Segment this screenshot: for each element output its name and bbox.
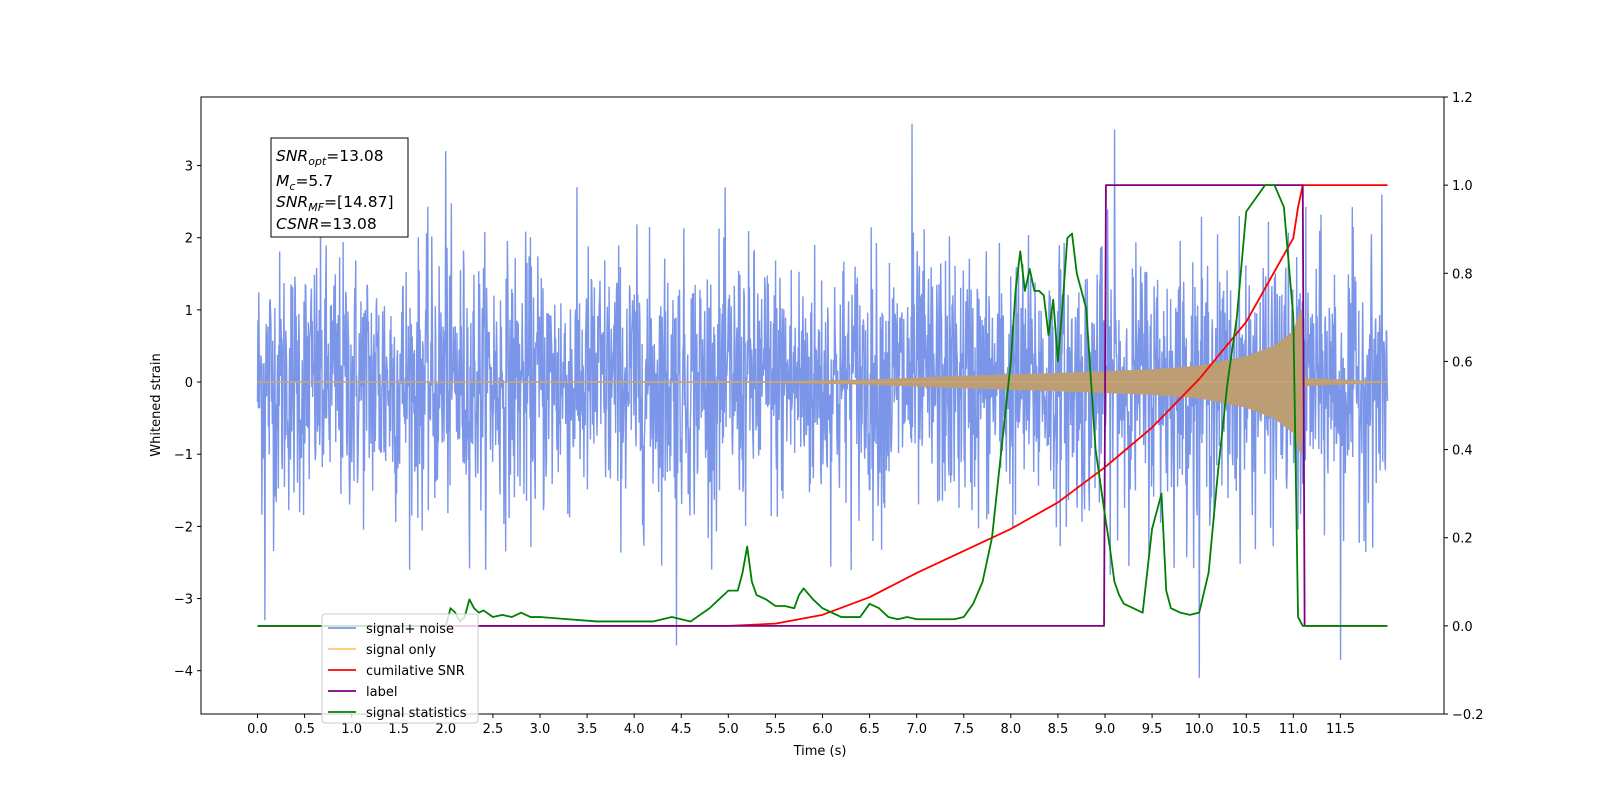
- x-tick-label: 5.0: [718, 722, 739, 737]
- x-tick-label: 1.5: [388, 722, 409, 737]
- x-tick-label: 6.5: [859, 722, 880, 737]
- series-cumulative-snr-line: [257, 184, 1388, 627]
- legend-label: label: [366, 685, 397, 700]
- legend-label: signal+ noise: [366, 622, 454, 637]
- x-tick-label: 0.5: [294, 722, 315, 737]
- y-left-tick-label: 0: [185, 376, 193, 391]
- y-axis-title: Whitened strain: [149, 353, 164, 456]
- x-tick-label: 11.5: [1326, 722, 1355, 737]
- x-tick-label: 4.0: [624, 722, 645, 737]
- series-signal-noise-line: [256, 123, 1389, 678]
- y-left-axis: 3 2 1 0 −1 −2 −3 −4: [174, 160, 201, 680]
- x-tick-label: 6.0: [812, 722, 833, 737]
- y-right-tick-label: 1.0: [1452, 179, 1473, 194]
- y-right-tick-label: 0.8: [1452, 267, 1473, 282]
- y-left-tick-label: 1: [185, 304, 193, 319]
- y-left-tick-label: −4: [174, 665, 193, 680]
- x-tick-label: 7.5: [953, 722, 974, 737]
- y-right-axis: 1.2 1.0 0.8 0.6 0.4 0.2 0.0 −0.2: [1444, 91, 1484, 723]
- y-right-tick-label: −0.2: [1452, 708, 1484, 723]
- legend-label: signal statistics: [366, 706, 467, 721]
- x-tick-label: 5.5: [765, 722, 786, 737]
- legend: signal+ noise signal only cumilative SNR la…: [321, 613, 479, 724]
- legend-label: signal only: [366, 643, 436, 658]
- x-tick-label: 11.0: [1279, 722, 1308, 737]
- annotation-frame: [270, 137, 409, 238]
- annotation-box: SNRopt=13.08 Mc=5.7 SNRMF=[14.87] CSNR=1…: [270, 137, 409, 238]
- x-tick-label: 0.0: [247, 722, 268, 737]
- y-right-tick-label: 0.0: [1452, 620, 1473, 635]
- legend-frame: [321, 613, 479, 724]
- x-tick-label: 9.0: [1095, 722, 1116, 737]
- x-tick-label: 3.0: [530, 722, 551, 737]
- y-left-tick-label: −3: [174, 593, 193, 608]
- x-tick-label: 2.0: [435, 722, 456, 737]
- x-axis: 0.0 0.5 1.0 1.5 2.0 2.5 3.0 3.5 4.0 4.5 5.0 5.5 6.0 6…: [247, 714, 1355, 737]
- y-right-tick-label: 0.4: [1452, 444, 1473, 459]
- x-tick-label: 3.5: [577, 722, 598, 737]
- x-tick-label: 7.0: [906, 722, 927, 737]
- x-tick-label: 10.5: [1232, 722, 1261, 737]
- annotation-mc: Mc=5.7: [276, 172, 333, 193]
- x-tick-label: 4.5: [671, 722, 692, 737]
- y-left-tick-label: −2: [174, 520, 193, 535]
- y-right-tick-label: 0.2: [1452, 532, 1473, 547]
- x-tick-label: 9.5: [1142, 722, 1163, 737]
- x-tick-label: 10.0: [1185, 722, 1214, 737]
- series-signal-statistics-line: [257, 184, 1388, 627]
- y-right-tick-label: 1.2: [1452, 91, 1473, 106]
- y-left-tick-label: −1: [174, 448, 193, 463]
- y-left-tick-label: 3: [185, 160, 193, 175]
- legend-label: cumilative SNR: [366, 664, 465, 679]
- x-tick-label: 2.5: [483, 722, 504, 737]
- annotation-snr-mf: SNRMF=[14.87]: [276, 193, 394, 214]
- annotation-snr-opt: SNRopt=13.08: [276, 147, 384, 168]
- y-right-tick-label: 0.6: [1452, 355, 1473, 370]
- x-tick-label: 1.0: [341, 722, 362, 737]
- x-tick-label: 8.0: [1000, 722, 1021, 737]
- y-left-tick-label: 2: [185, 232, 193, 247]
- x-axis-title: Time (s): [793, 744, 847, 759]
- annotation-csnr: CSNR=13.08: [276, 215, 377, 233]
- x-tick-label: 8.5: [1048, 722, 1069, 737]
- plot-area: [256, 123, 1389, 678]
